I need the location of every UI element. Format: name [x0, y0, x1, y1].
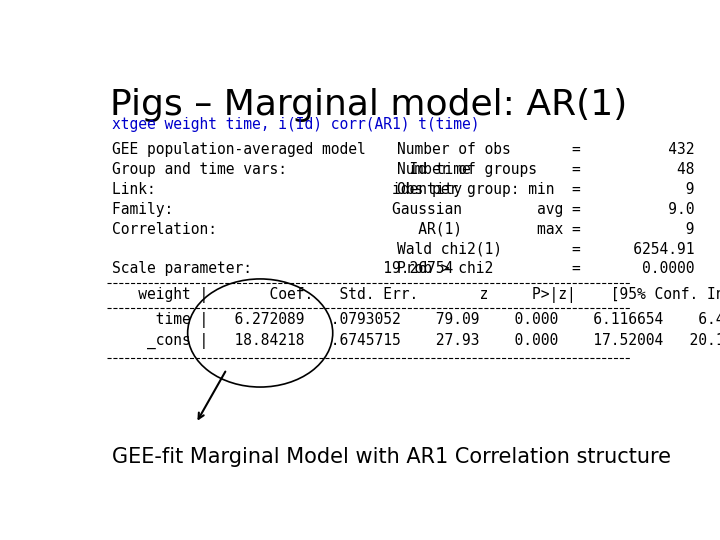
- Text: Wald chi2(1)        =      6254.91: Wald chi2(1) = 6254.91: [397, 241, 694, 256]
- Text: Link:                           identity: Link: identity: [112, 181, 462, 197]
- Text: max =            9: max = 9: [397, 221, 694, 237]
- Text: Number of groups    =           48: Number of groups = 48: [397, 161, 694, 177]
- Text: time |   6.272089   .0793052    79.09    0.000    6.116654    6.427524: time | 6.272089 .0793052 79.09 0.000 6.1…: [112, 312, 720, 328]
- Text: avg =          9.0: avg = 9.0: [397, 201, 694, 217]
- Text: Obs per group: min  =            9: Obs per group: min = 9: [397, 181, 694, 197]
- Text: Group and time vars:              Id time: Group and time vars: Id time: [112, 161, 471, 177]
- Text: weight |       Coef.   Std. Err.       z     P>|z|    [95% Conf. Interval]: weight | Coef. Std. Err. z P>|z| [95% Co…: [112, 287, 720, 303]
- Text: GEE-fit Marginal Model with AR1 Correlation structure: GEE-fit Marginal Model with AR1 Correlat…: [112, 447, 671, 467]
- Text: Pigs – Marginal model: AR(1): Pigs – Marginal model: AR(1): [110, 87, 628, 122]
- Text: Prob > chi2         =       0.0000: Prob > chi2 = 0.0000: [397, 261, 694, 276]
- Text: Family:                         Gaussian: Family: Gaussian: [112, 201, 462, 217]
- Text: Number of obs       =          432: Number of obs = 432: [397, 141, 694, 157]
- Text: Correlation:                       AR(1): Correlation: AR(1): [112, 221, 462, 237]
- Text: Scale parameter:               19.26754: Scale parameter: 19.26754: [112, 261, 454, 276]
- Text: GEE population-averaged model: GEE population-averaged model: [112, 141, 366, 157]
- Text: _cons |   18.84218   .6745715    27.93    0.000    17.52004   20.16431: _cons | 18.84218 .6745715 27.93 0.000 17…: [112, 333, 720, 349]
- Text: xtgee weight time, i(Id) corr(AR1) t(time): xtgee weight time, i(Id) corr(AR1) t(tim…: [112, 117, 480, 132]
